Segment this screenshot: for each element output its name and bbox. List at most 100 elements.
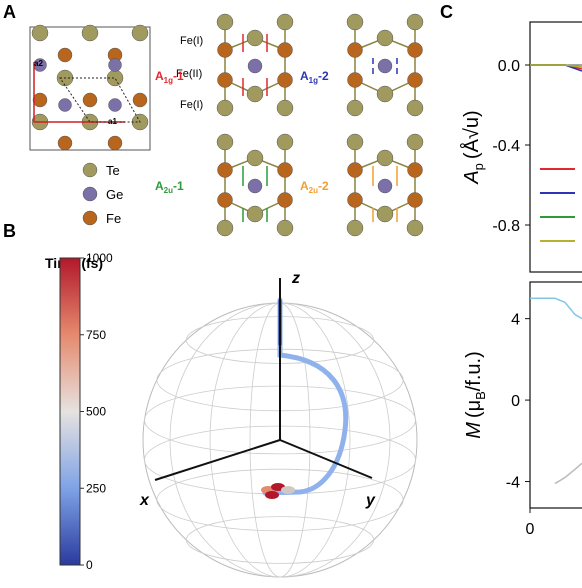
- atom: [347, 42, 363, 58]
- atom: [217, 72, 233, 88]
- y-tick-label: -4: [506, 475, 520, 492]
- mode-label: A2u-2: [300, 179, 329, 195]
- atom: [376, 85, 394, 103]
- mode-label: A2u-1: [155, 179, 184, 195]
- atom: [107, 135, 123, 151]
- atom: [346, 219, 364, 237]
- atom: [57, 47, 73, 63]
- bond: [224, 142, 286, 228]
- trajectory-end: [281, 486, 295, 494]
- panel-label: A: [3, 2, 16, 22]
- atom: [216, 99, 234, 117]
- atom: [246, 205, 264, 223]
- atom: [216, 13, 234, 31]
- plot-frame: [529, 21, 582, 273]
- trajectory-end: [265, 491, 279, 499]
- y-tick-label: 4: [511, 312, 520, 329]
- atom: [131, 24, 149, 42]
- label-main: A: [461, 170, 483, 184]
- legend-label: Te: [106, 163, 120, 178]
- atom: [216, 133, 234, 151]
- mode-label: A1g-1: [155, 69, 184, 85]
- atom: [32, 92, 48, 108]
- bond: [354, 22, 416, 108]
- vector-label: a1: [108, 117, 117, 126]
- atom: [108, 98, 122, 112]
- atom: [247, 178, 263, 194]
- atom: [277, 42, 293, 58]
- y-axis-label: Ap (Å√u): [460, 110, 486, 184]
- atom: [31, 24, 49, 42]
- label-sub: p: [471, 163, 486, 170]
- atom: [376, 149, 394, 167]
- atom: [58, 98, 72, 112]
- sphere: z x y: [139, 270, 418, 578]
- mode-label-suffix: -1: [173, 179, 184, 193]
- atom: [347, 162, 363, 178]
- series-line: [554, 462, 582, 485]
- atom: [246, 85, 264, 103]
- charts: 0.0 -0.4 -0.8 Ap (Å√u) 4 0 -4 0 M (μB/f.u.): [460, 21, 582, 538]
- mode-label: A1g-2: [300, 69, 329, 85]
- axis-label: y: [365, 492, 376, 509]
- tick-label: 0: [86, 558, 93, 572]
- mode-structure: [346, 133, 424, 237]
- mode-label-sub: 2u: [309, 186, 318, 195]
- atom: [81, 24, 99, 42]
- axis: [154, 439, 281, 481]
- atom: [347, 72, 363, 88]
- label-open: (μ: [463, 400, 485, 418]
- atom: [346, 133, 364, 151]
- mode-label-main: A: [155, 179, 164, 193]
- axis-label: x: [139, 492, 150, 509]
- plot-area: [530, 64, 582, 242]
- atom: [346, 13, 364, 31]
- trajectory: [262, 297, 349, 496]
- legend-swatch: [82, 162, 98, 178]
- atom: [377, 178, 393, 194]
- axis-label: z: [291, 270, 300, 287]
- mode-label-main: A: [300, 69, 309, 83]
- atom: [376, 205, 394, 223]
- atom: [276, 133, 294, 151]
- latitude: [156, 468, 404, 532]
- atom: [377, 58, 393, 74]
- tick-label: 750: [86, 328, 106, 342]
- atom: [217, 162, 233, 178]
- axis: [279, 439, 373, 479]
- panel-label: C: [440, 2, 453, 22]
- vector-label: a2: [34, 59, 43, 68]
- atom: [276, 13, 294, 31]
- atom: [216, 219, 234, 237]
- legend-label: Fe: [106, 211, 121, 226]
- atom: [246, 29, 264, 47]
- mode-label-suffix: -2: [318, 179, 329, 193]
- atom: [276, 99, 294, 117]
- atom: [406, 13, 424, 31]
- colorbar: [59, 257, 81, 566]
- y-axis-label: M (μB/f.u.): [463, 351, 488, 439]
- atom: [82, 92, 98, 108]
- label-main: M: [463, 422, 485, 439]
- atom: [277, 192, 293, 208]
- bond: [354, 142, 416, 228]
- legend-label: Ge: [106, 187, 123, 202]
- label-unit: (Å√u): [460, 110, 483, 159]
- tick-label: 1000: [86, 251, 113, 265]
- y-tick-label: -0.4: [492, 138, 520, 155]
- tick-label: 250: [86, 481, 106, 495]
- mode-label-main: A: [300, 179, 309, 193]
- atom: [132, 92, 148, 108]
- label-sub: B: [473, 391, 488, 400]
- y-tick-label: 0.0: [498, 58, 520, 75]
- atom: [276, 219, 294, 237]
- mode-structure: [216, 133, 294, 237]
- y-tick-label: 0: [511, 393, 520, 410]
- atom: [346, 99, 364, 117]
- atom: [277, 72, 293, 88]
- plot-frame: [529, 281, 582, 509]
- latitude: [185, 516, 375, 564]
- mode-structure: [216, 13, 294, 117]
- mode-label-suffix: -1: [173, 69, 184, 83]
